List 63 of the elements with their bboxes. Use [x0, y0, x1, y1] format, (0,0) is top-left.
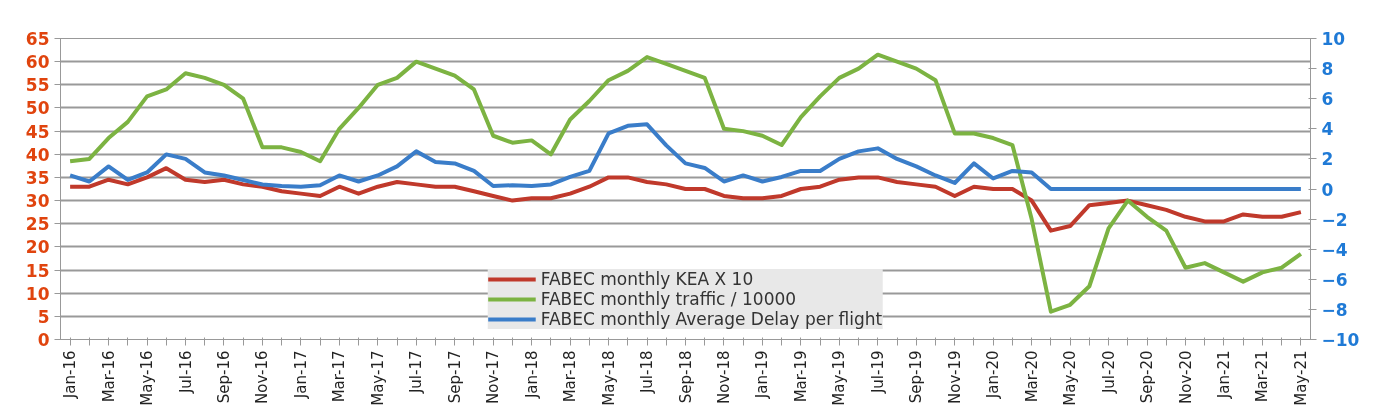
legend-label: FABEC monthly Average Delay per flight — [540, 309, 883, 329]
x-tick-label: Jan-18 — [522, 350, 541, 400]
y2-tick-label: 2 — [1321, 149, 1334, 170]
x-tick-label: Nov-20 — [1176, 350, 1195, 404]
x-tick-label: Jan-19 — [753, 350, 772, 400]
x-tick-label: Jul-19 — [868, 350, 887, 395]
line-series — [68, 122, 1303, 191]
x-tick-label: Sep-16 — [214, 350, 233, 404]
y-tick-label: 35 — [25, 167, 50, 188]
y2-tick-label: −6 — [1321, 269, 1348, 290]
y-tick-label: 65 — [25, 29, 50, 49]
legend-label: FABEC monthly traffic / 10000 — [540, 289, 797, 309]
legend-label: FABEC monthly KEA X 10 — [540, 269, 754, 289]
y-tick-label: 50 — [25, 98, 50, 119]
y2-tick-label: 8 — [1321, 59, 1334, 80]
y-tick-label: 5 — [37, 306, 50, 327]
y2-tick-label: −8 — [1321, 299, 1348, 320]
y-tick-label: 40 — [25, 144, 50, 165]
x-tick-label: Nov-18 — [714, 350, 733, 404]
x-tick-label: Jul-18 — [638, 350, 657, 395]
y-tick-label: 30 — [25, 191, 50, 212]
x-tick-label: Nov-17 — [484, 350, 503, 404]
x-tick-label: Mar-21 — [1253, 350, 1272, 403]
x-tick-label: Jan-21 — [1214, 350, 1233, 400]
x-tick-label: Jul-20 — [1099, 350, 1118, 395]
y2-tick-label: −2 — [1321, 209, 1348, 230]
x-tick-label: Sep-17 — [445, 350, 464, 404]
y-tick-label: 20 — [25, 237, 50, 258]
x-tick-label: May-17 — [368, 350, 387, 406]
x-tick-label: Mar-16 — [99, 350, 118, 403]
x-tick-label: Mar-20 — [1022, 350, 1041, 403]
y2-tick-label: 10 — [1321, 29, 1346, 49]
x-tick-label: May-19 — [830, 350, 849, 406]
x-tick-label: May-18 — [599, 350, 618, 406]
y-tick-label: 60 — [25, 52, 50, 73]
y-tick-label: 55 — [25, 75, 50, 96]
x-tick-label: Jul-16 — [176, 350, 195, 395]
y-tick-label: 0 — [37, 330, 50, 350]
line-series — [68, 166, 1303, 233]
x-tick-label: Jan-17 — [291, 350, 310, 400]
x-tick-label: Sep-18 — [676, 350, 695, 404]
y2-tick-label: 4 — [1321, 119, 1334, 140]
x-tick-label: May-20 — [1061, 350, 1080, 406]
y2-tick-label: 6 — [1321, 89, 1334, 110]
y-tick-label: 25 — [25, 214, 50, 235]
y-tick-label: 15 — [25, 260, 50, 281]
y-tick-label: 45 — [25, 121, 50, 142]
y-tick-label: 10 — [25, 283, 50, 304]
x-tick-label: Jul-17 — [407, 350, 426, 395]
y2-tick-label: −10 — [1321, 330, 1360, 350]
x-tick-label: May-21 — [1291, 350, 1310, 406]
x-tick-label: Sep-19 — [907, 350, 926, 404]
x-tick-label: Mar-18 — [561, 350, 580, 403]
x-tick-label: Nov-16 — [253, 350, 272, 404]
x-tick-label: May-16 — [138, 350, 157, 406]
x-tick-label: Jan-16 — [61, 350, 80, 400]
x-tick-label: Mar-17 — [330, 350, 349, 403]
x-tick-label: Sep-20 — [1138, 350, 1157, 404]
x-tick-label: Nov-19 — [945, 350, 964, 404]
x-tick-label: Mar-19 — [791, 350, 810, 403]
x-tick-label: Jan-20 — [984, 350, 1003, 400]
y2-tick-label: −4 — [1321, 239, 1348, 260]
y2-tick-label: 0 — [1321, 179, 1334, 200]
